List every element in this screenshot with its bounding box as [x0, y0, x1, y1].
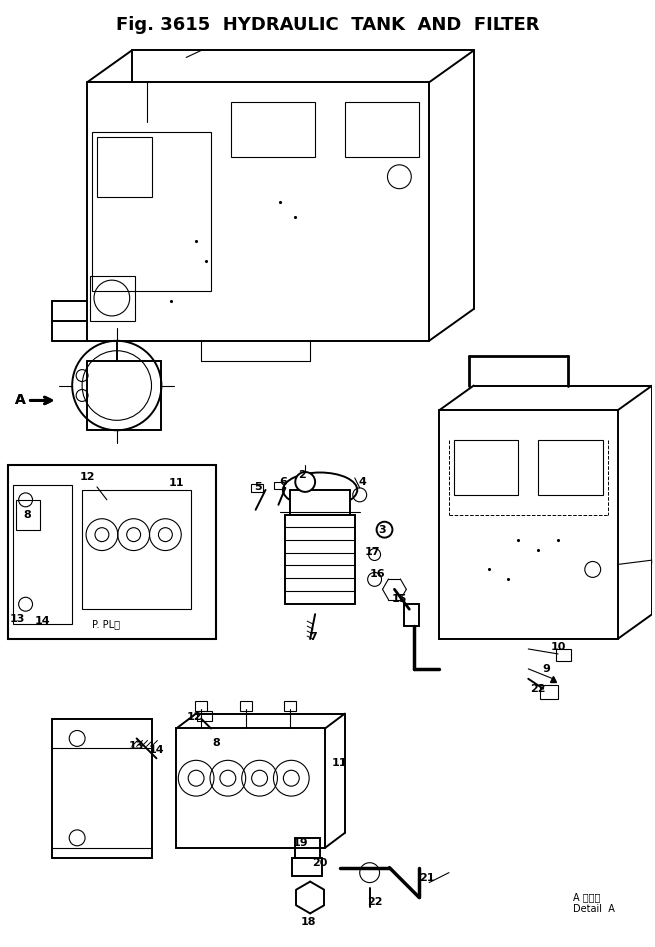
Bar [52, 719, 151, 858]
Text: A: A [15, 393, 26, 407]
Text: 13: 13 [10, 615, 26, 624]
Bar [8, 465, 216, 639]
Text: 4: 4 [359, 477, 367, 487]
Text: 5: 5 [253, 482, 261, 491]
Text: 19: 19 [292, 838, 308, 848]
Text: 2: 2 [298, 470, 306, 480]
Bar [82, 490, 191, 609]
Bar [240, 701, 252, 710]
Text: 11: 11 [168, 478, 184, 488]
Text: 14: 14 [149, 745, 164, 756]
Bar [284, 701, 296, 710]
Text: 22: 22 [531, 684, 546, 694]
Bar [195, 701, 207, 710]
Bar [90, 277, 135, 321]
Bar [538, 440, 603, 495]
Text: 8: 8 [24, 509, 31, 520]
Bar [292, 858, 322, 876]
Bar [12, 485, 72, 624]
Text: Detail  A: Detail A [573, 904, 615, 915]
Bar [286, 515, 355, 604]
Bar [556, 649, 571, 661]
Text: 21: 21 [419, 872, 435, 883]
Text: 12: 12 [79, 472, 95, 482]
Ellipse shape [283, 473, 357, 508]
Text: Fig. 3615  HYDRAULIC  TANK  AND  FILTER: Fig. 3615 HYDRAULIC TANK AND FILTER [116, 16, 540, 34]
Bar [97, 137, 151, 197]
Bar [274, 482, 284, 489]
Bar [295, 838, 320, 858]
Text: 12: 12 [187, 711, 202, 722]
Bar [92, 132, 211, 291]
Text: 9: 9 [542, 664, 550, 674]
Bar [197, 710, 212, 721]
Text: 22: 22 [367, 898, 383, 907]
Bar [251, 484, 263, 491]
Bar [16, 500, 41, 529]
Text: 17: 17 [365, 546, 381, 557]
Text: P. PL用: P. PL用 [92, 619, 120, 629]
Text: 15: 15 [392, 595, 407, 604]
Text: 13: 13 [129, 742, 144, 751]
Circle shape [295, 472, 315, 491]
Bar [176, 728, 325, 848]
Text: 3: 3 [379, 525, 386, 535]
Bar [345, 102, 419, 157]
Text: 20: 20 [312, 858, 328, 867]
Text: 8: 8 [212, 739, 220, 748]
Bar [231, 102, 315, 157]
Text: 10: 10 [550, 642, 566, 652]
Text: 18: 18 [301, 918, 316, 927]
Text: 7: 7 [309, 632, 317, 642]
Bar [454, 440, 518, 495]
Circle shape [369, 548, 381, 561]
Bar [540, 685, 558, 699]
Text: 16: 16 [370, 569, 385, 580]
Text: A: A [15, 393, 26, 407]
Circle shape [377, 522, 392, 538]
Text: A 詳細図: A 詳細図 [573, 892, 600, 902]
Text: 14: 14 [35, 616, 50, 626]
Bar [404, 604, 419, 626]
Text: 11: 11 [332, 759, 348, 768]
Text: 6: 6 [280, 477, 288, 487]
Bar [290, 490, 350, 515]
